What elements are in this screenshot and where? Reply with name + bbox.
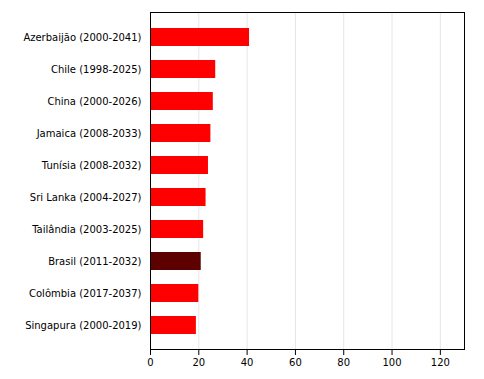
svg-text:Sri Lanka (2004-2027): Sri Lanka (2004-2027) (30, 192, 142, 203)
svg-text:Tailândia (2003-2025): Tailândia (2003-2025) (31, 224, 141, 235)
svg-text:40: 40 (241, 357, 254, 368)
svg-text:Singapura (2000-2019): Singapura (2000-2019) (25, 320, 141, 331)
svg-text:Azerbaijão (2000-2041): Azerbaijão (2000-2041) (23, 32, 141, 43)
svg-text:60: 60 (289, 357, 302, 368)
svg-text:Tunísia (2008-2032): Tunísia (2008-2032) (41, 160, 142, 171)
svg-text:20: 20 (192, 357, 205, 368)
svg-text:Jamaica (2008-2033): Jamaica (2008-2033) (36, 128, 142, 139)
svg-text:Chile (1998-2025): Chile (1998-2025) (51, 64, 142, 75)
svg-text:80: 80 (337, 357, 350, 368)
svg-text:0: 0 (147, 357, 153, 368)
svg-text:Colômbia (2017-2037): Colômbia (2017-2037) (29, 288, 142, 299)
svg-text:100: 100 (382, 357, 401, 368)
svg-text:Brasil (2011-2032): Brasil (2011-2032) (48, 256, 141, 267)
svg-text:China (2000-2026): China (2000-2026) (47, 96, 141, 107)
svg-text:120: 120 (431, 357, 450, 368)
